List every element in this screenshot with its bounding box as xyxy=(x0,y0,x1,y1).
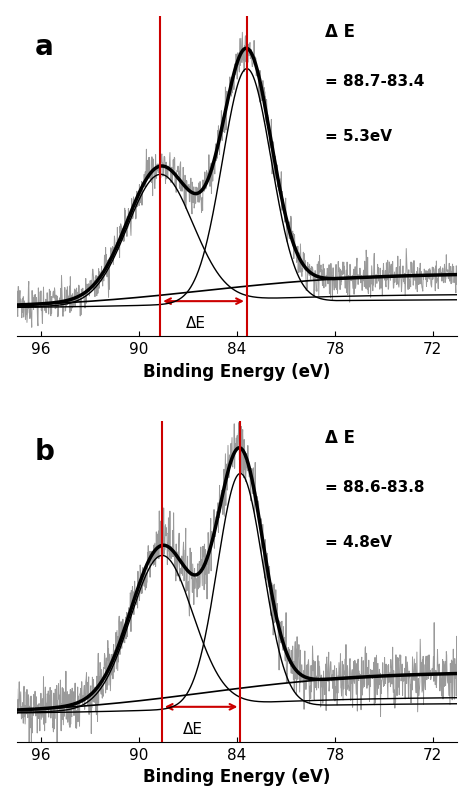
Text: = 88.6-83.8: = 88.6-83.8 xyxy=(325,480,425,494)
Text: Δ E: Δ E xyxy=(325,428,355,446)
Text: = 88.7-83.4: = 88.7-83.4 xyxy=(325,75,425,89)
Text: a: a xyxy=(34,33,53,61)
Text: = 5.3eV: = 5.3eV xyxy=(325,128,392,144)
Text: Δ E: Δ E xyxy=(325,23,355,41)
Text: ΔE: ΔE xyxy=(185,316,205,330)
X-axis label: Binding Energy (eV): Binding Energy (eV) xyxy=(143,363,331,380)
Text: ΔE: ΔE xyxy=(183,721,203,736)
Text: b: b xyxy=(34,438,54,466)
Text: = 4.8eV: = 4.8eV xyxy=(325,534,392,549)
X-axis label: Binding Energy (eV): Binding Energy (eV) xyxy=(143,768,331,785)
